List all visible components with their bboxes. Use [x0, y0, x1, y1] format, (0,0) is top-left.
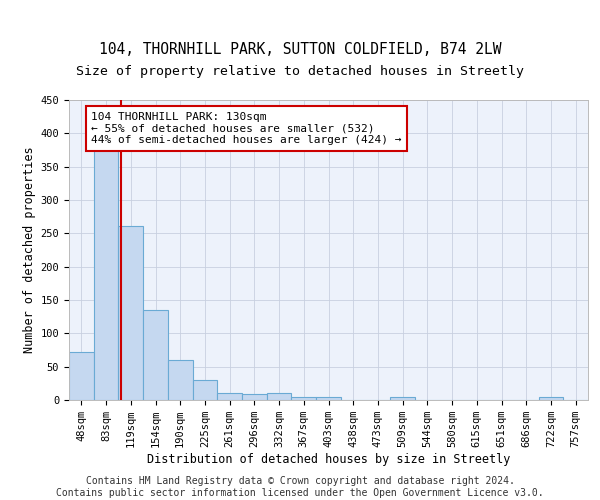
Text: 104 THORNHILL PARK: 130sqm
← 55% of detached houses are smaller (532)
44% of sem: 104 THORNHILL PARK: 130sqm ← 55% of deta… — [91, 112, 402, 145]
Bar — [168, 360, 193, 400]
Y-axis label: Number of detached properties: Number of detached properties — [23, 146, 37, 354]
Bar — [118, 226, 143, 400]
Text: Size of property relative to detached houses in Streetly: Size of property relative to detached ho… — [76, 64, 524, 78]
Bar — [94, 148, 118, 400]
Bar — [316, 396, 341, 400]
X-axis label: Distribution of detached houses by size in Streetly: Distribution of detached houses by size … — [147, 453, 510, 466]
Bar — [242, 394, 267, 400]
Bar — [217, 394, 242, 400]
Bar — [390, 396, 415, 400]
Bar — [267, 394, 292, 400]
Bar — [539, 396, 563, 400]
Text: Contains HM Land Registry data © Crown copyright and database right 2024.
Contai: Contains HM Land Registry data © Crown c… — [56, 476, 544, 498]
Bar — [143, 310, 168, 400]
Bar — [292, 396, 316, 400]
Bar — [69, 352, 94, 400]
Text: 104, THORNHILL PARK, SUTTON COLDFIELD, B74 2LW: 104, THORNHILL PARK, SUTTON COLDFIELD, B… — [99, 42, 501, 58]
Bar — [193, 380, 217, 400]
